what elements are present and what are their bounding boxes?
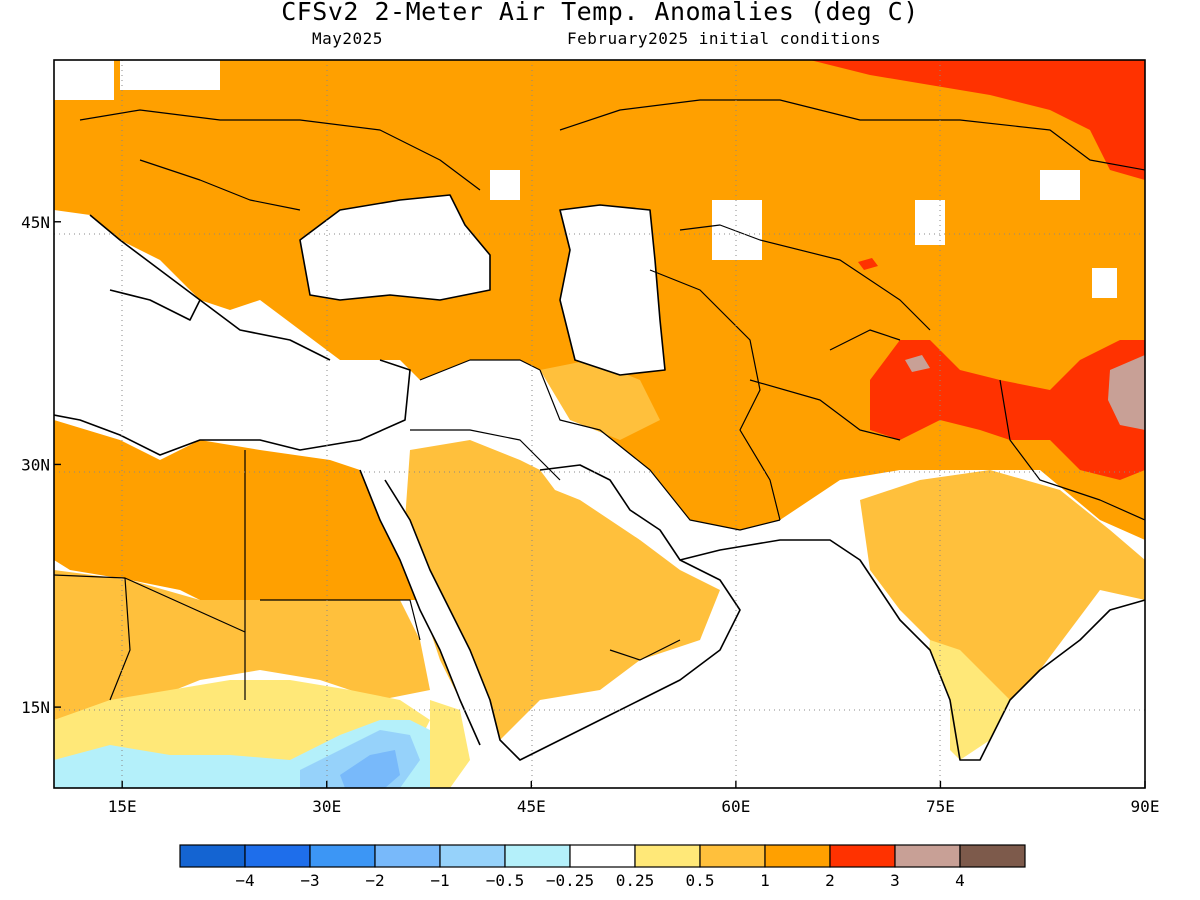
colorbar-label: 2 [825,871,835,890]
colorbar-swatch [244,844,311,868]
x-tick-label: 75E [926,797,955,816]
colorbar-swatch [699,844,766,868]
colorbar-swatch [504,844,571,868]
anomaly-zone-minus-1-to-minus-2 [340,750,400,788]
colorbar-label: 4 [955,871,965,890]
neutral-black-sea [300,195,490,300]
colorbar-swatch [764,844,831,868]
x-tick-label: 60E [721,797,750,816]
neutral-red-sea [360,470,500,745]
colorbar-label: −1 [430,871,449,890]
colorbar-label: 0.25 [616,871,655,890]
colorbar-swatch [959,844,1026,868]
anomaly-zone-0.5-to-1-arabia [405,440,720,740]
colorbar-label: 1 [760,871,770,890]
x-tick-label: 90E [1131,797,1160,816]
x-tick-label: 30E [312,797,341,816]
gridlines [54,60,1145,788]
colorbar-swatch [179,844,246,868]
country-borders [54,99,1145,701]
colorbar-label: 3 [890,871,900,890]
anomaly-zone-0.5-to-1-india [860,470,1145,720]
neutral-persian-gulf [540,465,660,540]
colorbar-swatch [569,844,636,868]
neutral-arabian-sea [500,540,950,788]
neutral-patch-1 [490,170,520,200]
neutral-patch-4 [1040,170,1080,200]
anomaly-field [54,60,1145,788]
colorbar-label: −0.25 [546,871,594,890]
colorbar-label: −4 [235,871,254,890]
colorbar-swatch [374,844,441,868]
neutral-patch-2 [712,200,762,260]
neutral-patch-7 [120,60,220,90]
neutral-caspian [560,205,665,375]
colorbar-swatch [309,844,376,868]
y-tick-label: 30N [21,455,50,474]
forecast-month: May2025 [312,29,383,48]
anomaly-zone-0.25-to-0.5-red-sea [430,700,470,788]
longitude-axis: 15E 30E 45E 60E 75E 90E [108,781,1160,816]
colorbar-swatch [894,844,961,868]
neutral-bay-of-bengal [960,600,1145,788]
latitude-axis: 45N 30N 15N [21,213,61,717]
anomaly-zone-3-to-4-tibet [1108,355,1145,430]
anomaly-zone-3-to-4-small [905,355,930,372]
colorbar-swatch [829,844,896,868]
anomaly-zone-1-to-2-north-africa [54,420,420,620]
neutral-mediterranean [54,300,410,455]
map-title: CFSv2 2-Meter Air Temp. Anomalies (deg C… [281,0,919,26]
neutral-italy [54,210,200,320]
y-tick-label: 15N [21,698,50,717]
coastlines [54,194,1145,761]
neutral-patch-6 [54,60,114,100]
x-tick-label: 45E [517,797,546,816]
y-tick-label: 45N [21,213,50,232]
anomaly-zone-2-to-3-tibet [870,340,1145,480]
anomaly-zone-2-to-3-small [858,258,878,270]
colorbar-swatch [439,844,506,868]
colorbar-label: −2 [365,871,384,890]
anomaly-zone-2-to-3-mongolia [810,60,1145,180]
colorbar-label: 0.5 [686,871,715,890]
map-frame [53,59,1146,789]
colorbar-label: −3 [300,871,319,890]
x-tick-label: 15E [108,797,137,816]
initial-conditions: February2025 initial conditions [567,29,882,48]
anomaly-zone-0.5-to-1-caspian-east [540,360,660,440]
anomaly-zone-0.5-to-1-africa [54,570,430,720]
colorbar-swatch [634,844,701,868]
neutral-patch-5 [1092,268,1117,298]
colorbar-label: −0.5 [486,871,525,890]
neutral-patch-3 [915,200,945,245]
colorbar: −4 −3 −2 −1 −0.5 −0.25 0.25 0.5 1 2 3 4 [179,844,1026,890]
